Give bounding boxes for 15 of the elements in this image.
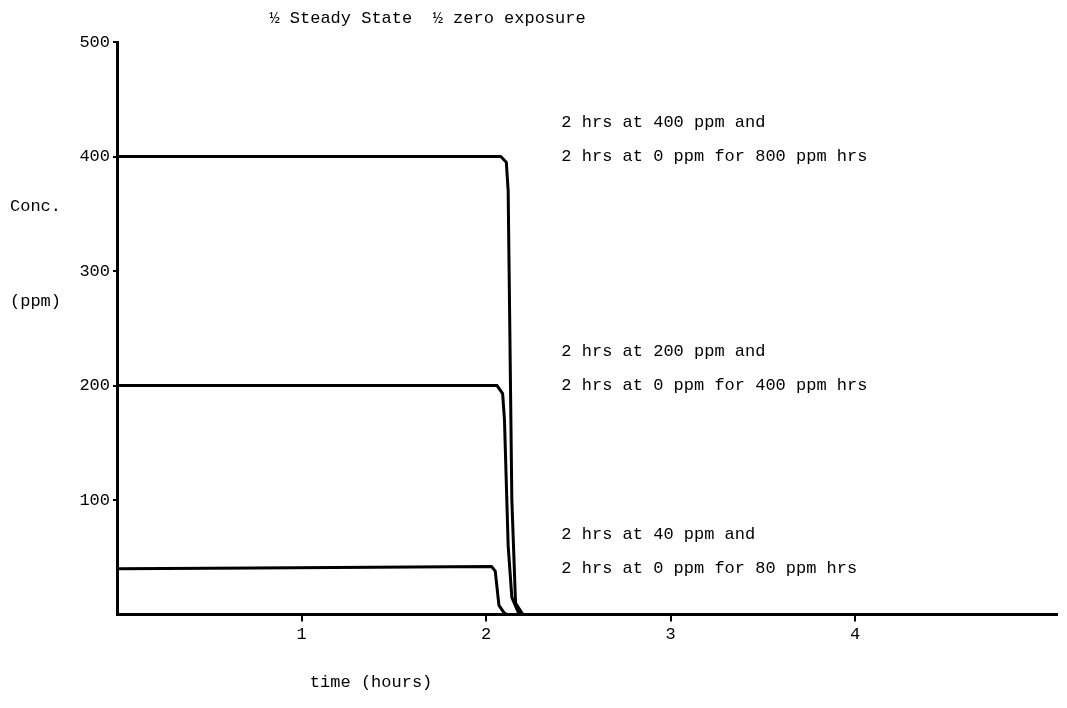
text: Conc. (ppm) [10, 196, 62, 311]
text: 2 hrs at 400 ppm and 2 hrs at 0 ppm for 800 ppm hrs [561, 113, 868, 167]
x-axis-title: time (hours) [309, 673, 433, 693]
y-tick-label: 100 [79, 490, 110, 510]
x-tick-label: 1 [296, 625, 307, 645]
text: 2 hrs at 200 ppm and 2 hrs at 0 ppm for 400 ppm hrs [561, 342, 868, 396]
x-tick-label: 4 [849, 625, 861, 645]
chart-title: ½ Steady State ½ zero exposure [269, 8, 586, 28]
y-tick-label: 500 [79, 32, 110, 52]
text: 2 hrs at 40 ppm and 2 hrs at 0 ppm for 80 ppm hrs [561, 525, 858, 579]
y-tick-label: 300 [79, 261, 110, 281]
y-tick-label: 400 [79, 147, 110, 167]
y-tick-label: 200 [79, 376, 110, 396]
x-tick-label: 2 [480, 625, 492, 645]
x-tick-label: 3 [665, 625, 676, 645]
